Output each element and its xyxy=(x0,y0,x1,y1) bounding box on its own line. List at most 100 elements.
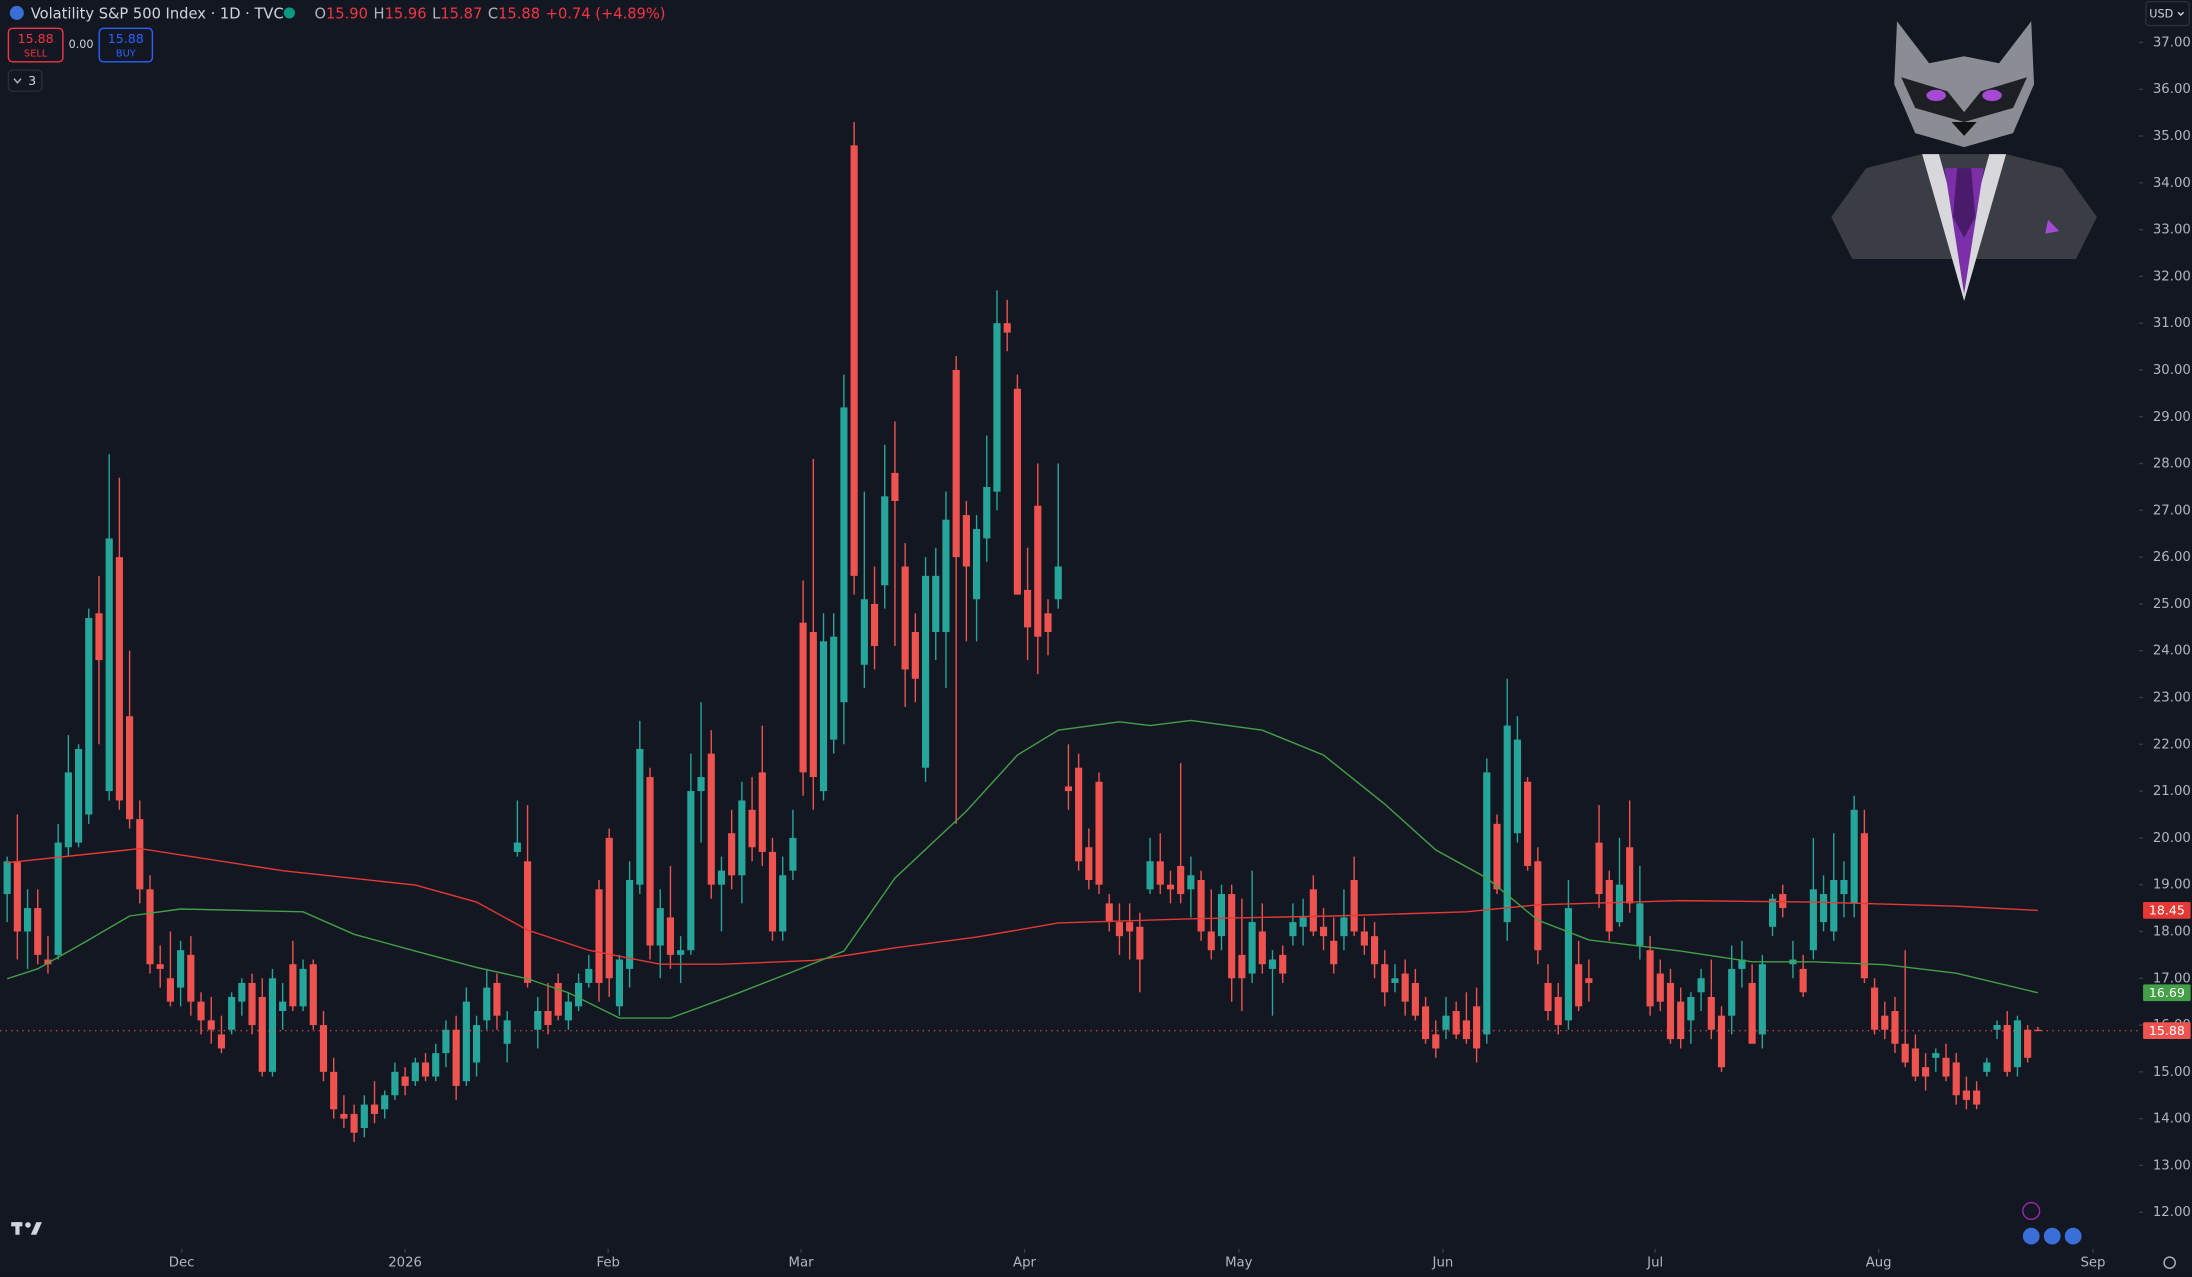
candle-body xyxy=(319,1025,328,1072)
candle-body xyxy=(1595,842,1603,895)
candle-body xyxy=(1585,978,1593,983)
candle-body xyxy=(513,842,521,852)
indicators-toggle[interactable]: 3 xyxy=(7,69,43,92)
currency-button[interactable]: USD xyxy=(2145,1,2190,27)
spread: 0.00 xyxy=(69,38,94,51)
y-tick-label: 30.00 xyxy=(2153,363,2191,378)
candle-body xyxy=(1809,889,1817,951)
candle-body xyxy=(1044,613,1052,633)
candle-body xyxy=(1575,964,1583,1007)
candle-body xyxy=(656,908,664,946)
candle-body xyxy=(309,964,317,1026)
event-flag[interactable] xyxy=(2022,1227,2040,1245)
candle-body xyxy=(503,1020,511,1044)
candle-body xyxy=(95,613,103,661)
currency-box[interactable] xyxy=(2145,1,2190,27)
candle-body xyxy=(1064,786,1072,792)
sell-label: SELL xyxy=(24,48,48,59)
y-tick-label: 29.00 xyxy=(2153,410,2191,425)
candle-body xyxy=(360,1104,368,1128)
y-tick-label: 17.00 xyxy=(2153,971,2191,986)
candle-body xyxy=(993,323,1001,492)
candle-body xyxy=(544,1011,552,1026)
sell-box[interactable] xyxy=(7,27,64,63)
candle-body xyxy=(595,889,603,983)
candle-body xyxy=(779,875,787,932)
candle-body xyxy=(564,1001,572,1021)
y-tick-label: 24.00 xyxy=(2153,644,2191,659)
candle-body xyxy=(1830,879,1838,932)
candle-body xyxy=(370,1104,379,1114)
y-tick-label: 25.00 xyxy=(2153,597,2191,612)
candle-body xyxy=(432,1053,440,1077)
candle-body xyxy=(115,557,123,801)
candle-body xyxy=(207,1020,215,1030)
candle-body xyxy=(177,950,185,988)
flag-icon xyxy=(9,5,24,20)
candle-body xyxy=(442,1029,450,1054)
candle-body xyxy=(217,1034,226,1049)
candle-body xyxy=(1544,982,1552,1012)
candle-body xyxy=(1289,922,1297,937)
event-flag[interactable] xyxy=(2043,1227,2061,1245)
candle-body xyxy=(1677,1001,1685,1040)
candle-body xyxy=(1381,964,1389,993)
candle-body xyxy=(1330,940,1338,965)
candle-body xyxy=(1003,323,1011,333)
settings-icon[interactable] xyxy=(2163,1256,2176,1269)
candle-body xyxy=(228,996,236,1030)
candle-body xyxy=(289,964,297,1007)
candle-body xyxy=(1279,954,1287,974)
price-tag xyxy=(2143,984,2191,1002)
buy-label: BUY xyxy=(116,48,136,59)
candle-body xyxy=(238,982,246,1002)
candle-body xyxy=(1707,996,1715,1030)
candle-body xyxy=(268,978,277,1072)
candle-body xyxy=(166,978,174,1002)
candle-body xyxy=(391,1071,399,1096)
candle-body xyxy=(789,837,797,871)
sell-button[interactable]: 15.88 SELL xyxy=(7,27,64,63)
candle-body xyxy=(187,954,195,1002)
x-tick-label: Jul xyxy=(1646,1256,1663,1271)
candle-body xyxy=(1554,996,1562,1026)
candle-body xyxy=(248,982,256,1026)
candle-body xyxy=(1840,879,1848,895)
candle-body xyxy=(1728,968,1736,1016)
toggle-box[interactable] xyxy=(7,69,43,92)
candle-body xyxy=(1646,950,1654,1007)
candle-body xyxy=(891,472,899,501)
candle-body xyxy=(1860,833,1868,979)
candle-body xyxy=(146,889,154,965)
y-tick-label: 31.00 xyxy=(2153,316,2191,331)
y-tick-label: 34.00 xyxy=(2153,176,2191,191)
candle-body xyxy=(493,982,501,1016)
event-flag[interactable] xyxy=(2064,1227,2082,1245)
candle-body xyxy=(411,1062,419,1082)
price-tag-label: 16.69 xyxy=(2149,985,2185,1000)
symbol[interactable]: Volatility S&P 500 Index · 1D · TVC xyxy=(31,5,284,22)
tradingview-logo[interactable] xyxy=(11,1222,42,1235)
candle-body xyxy=(962,515,970,567)
candle-body xyxy=(1095,781,1103,885)
currency: USD xyxy=(2149,7,2173,20)
candle-body xyxy=(1962,1090,1970,1100)
candle-body xyxy=(1156,861,1164,885)
candle-body xyxy=(1013,388,1021,595)
candle-body xyxy=(23,908,32,932)
candle-body xyxy=(605,837,613,979)
event-icon[interactable] xyxy=(2022,1201,2041,1221)
plot-area: 12.0013.0014.0015.0016.0017.0018.0019.00… xyxy=(0,35,2191,1271)
candle-body xyxy=(1473,1006,1481,1049)
x-tick-label: 2026 xyxy=(388,1256,422,1271)
ohlc-label: L xyxy=(432,5,441,22)
candle-body xyxy=(1105,903,1113,923)
candle-body xyxy=(1401,973,1409,1002)
buy-box[interactable] xyxy=(98,27,154,63)
candle-body xyxy=(1248,922,1256,974)
buy-button[interactable]: 15.88 BUY xyxy=(98,27,154,63)
x-tick-label: Jun xyxy=(1432,1256,1454,1271)
candle-body xyxy=(1799,968,1807,993)
candle-body xyxy=(1503,725,1511,923)
